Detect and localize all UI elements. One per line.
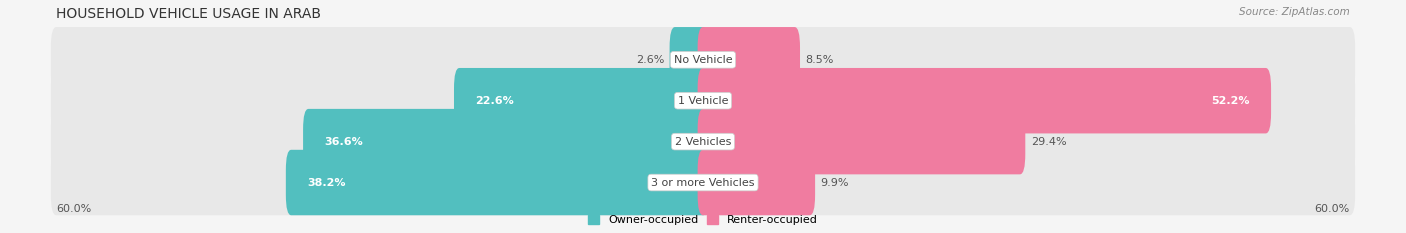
Legend: Owner-occupied, Renter-occupied: Owner-occupied, Renter-occupied <box>583 210 823 230</box>
Text: 60.0%: 60.0% <box>56 204 91 214</box>
FancyBboxPatch shape <box>304 109 709 174</box>
Text: 29.4%: 29.4% <box>1031 137 1066 147</box>
Text: 8.5%: 8.5% <box>806 55 834 65</box>
Text: 2.6%: 2.6% <box>636 55 664 65</box>
FancyBboxPatch shape <box>285 150 709 215</box>
Text: 52.2%: 52.2% <box>1211 96 1250 106</box>
Text: 2 Vehicles: 2 Vehicles <box>675 137 731 147</box>
Text: 9.9%: 9.9% <box>821 178 849 188</box>
Text: 60.0%: 60.0% <box>1315 204 1350 214</box>
FancyBboxPatch shape <box>454 68 709 134</box>
FancyBboxPatch shape <box>51 27 1355 93</box>
Text: 36.6%: 36.6% <box>325 137 363 147</box>
Text: 38.2%: 38.2% <box>308 178 346 188</box>
Text: HOUSEHOLD VEHICLE USAGE IN ARAB: HOUSEHOLD VEHICLE USAGE IN ARAB <box>56 7 321 21</box>
Text: 3 or more Vehicles: 3 or more Vehicles <box>651 178 755 188</box>
FancyBboxPatch shape <box>697 27 800 93</box>
FancyBboxPatch shape <box>51 109 1355 174</box>
FancyBboxPatch shape <box>669 27 709 93</box>
FancyBboxPatch shape <box>697 150 815 215</box>
Text: No Vehicle: No Vehicle <box>673 55 733 65</box>
FancyBboxPatch shape <box>51 68 1355 134</box>
FancyBboxPatch shape <box>51 150 1355 215</box>
Text: 1 Vehicle: 1 Vehicle <box>678 96 728 106</box>
FancyBboxPatch shape <box>697 109 1025 174</box>
Text: 22.6%: 22.6% <box>475 96 515 106</box>
FancyBboxPatch shape <box>697 68 1271 134</box>
Text: Source: ZipAtlas.com: Source: ZipAtlas.com <box>1239 7 1350 17</box>
